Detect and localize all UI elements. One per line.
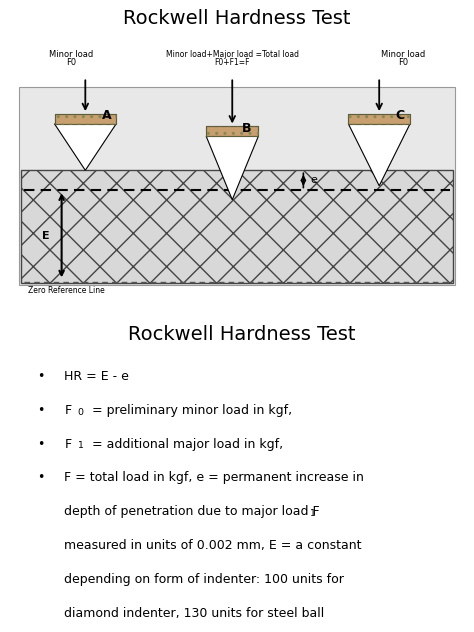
Text: e: e xyxy=(310,176,318,185)
Text: Minor load: Minor load xyxy=(381,50,425,59)
Bar xyxy=(55,114,116,124)
Text: Zero Reference Line: Zero Reference Line xyxy=(28,286,105,295)
Text: C: C xyxy=(396,109,405,123)
Text: E: E xyxy=(42,231,50,241)
Text: F0+F1=F: F0+F1=F xyxy=(215,58,250,66)
Text: F = total load in kgf, e = permanent increase in: F = total load in kgf, e = permanent inc… xyxy=(64,471,364,484)
Polygon shape xyxy=(55,124,116,170)
Text: •: • xyxy=(37,471,45,484)
Polygon shape xyxy=(348,124,410,186)
Text: HR = E - e: HR = E - e xyxy=(64,370,129,383)
Text: F: F xyxy=(64,437,72,451)
Text: F0: F0 xyxy=(66,58,76,66)
Text: diamond indenter, 130 units for steel ball: diamond indenter, 130 units for steel ba… xyxy=(64,607,325,621)
Polygon shape xyxy=(206,137,258,200)
Text: •: • xyxy=(37,404,45,418)
Text: B: B xyxy=(242,122,251,135)
Bar xyxy=(55,114,116,124)
Text: 1: 1 xyxy=(309,509,315,518)
Text: F: F xyxy=(64,404,72,418)
Bar xyxy=(21,170,453,283)
Text: Minor load+Major load =Total load: Minor load+Major load =Total load xyxy=(166,50,299,59)
Text: •: • xyxy=(37,437,45,451)
Text: •: • xyxy=(37,370,45,383)
Bar xyxy=(19,87,455,285)
Bar xyxy=(206,126,258,137)
Text: 1: 1 xyxy=(77,441,83,451)
Text: depending on form of indenter: 100 units for: depending on form of indenter: 100 units… xyxy=(64,573,344,586)
Text: measured in units of 0.002 mm, E = a constant: measured in units of 0.002 mm, E = a con… xyxy=(64,539,362,552)
Bar xyxy=(348,114,410,124)
Bar xyxy=(206,126,258,137)
Text: A: A xyxy=(102,109,111,123)
Text: Rockwell Hardness Test: Rockwell Hardness Test xyxy=(123,9,351,28)
Text: Rockwell Hardness Test: Rockwell Hardness Test xyxy=(128,325,356,344)
Text: = preliminary minor load in kgf,: = preliminary minor load in kgf, xyxy=(88,404,292,418)
Text: 0: 0 xyxy=(77,408,83,417)
Text: = additional major load in kgf,: = additional major load in kgf, xyxy=(88,437,283,451)
Text: depth of penetration due to major load F: depth of penetration due to major load F xyxy=(64,505,320,518)
Text: F0: F0 xyxy=(398,58,408,66)
Text: Minor load: Minor load xyxy=(49,50,93,59)
Bar xyxy=(348,114,410,124)
